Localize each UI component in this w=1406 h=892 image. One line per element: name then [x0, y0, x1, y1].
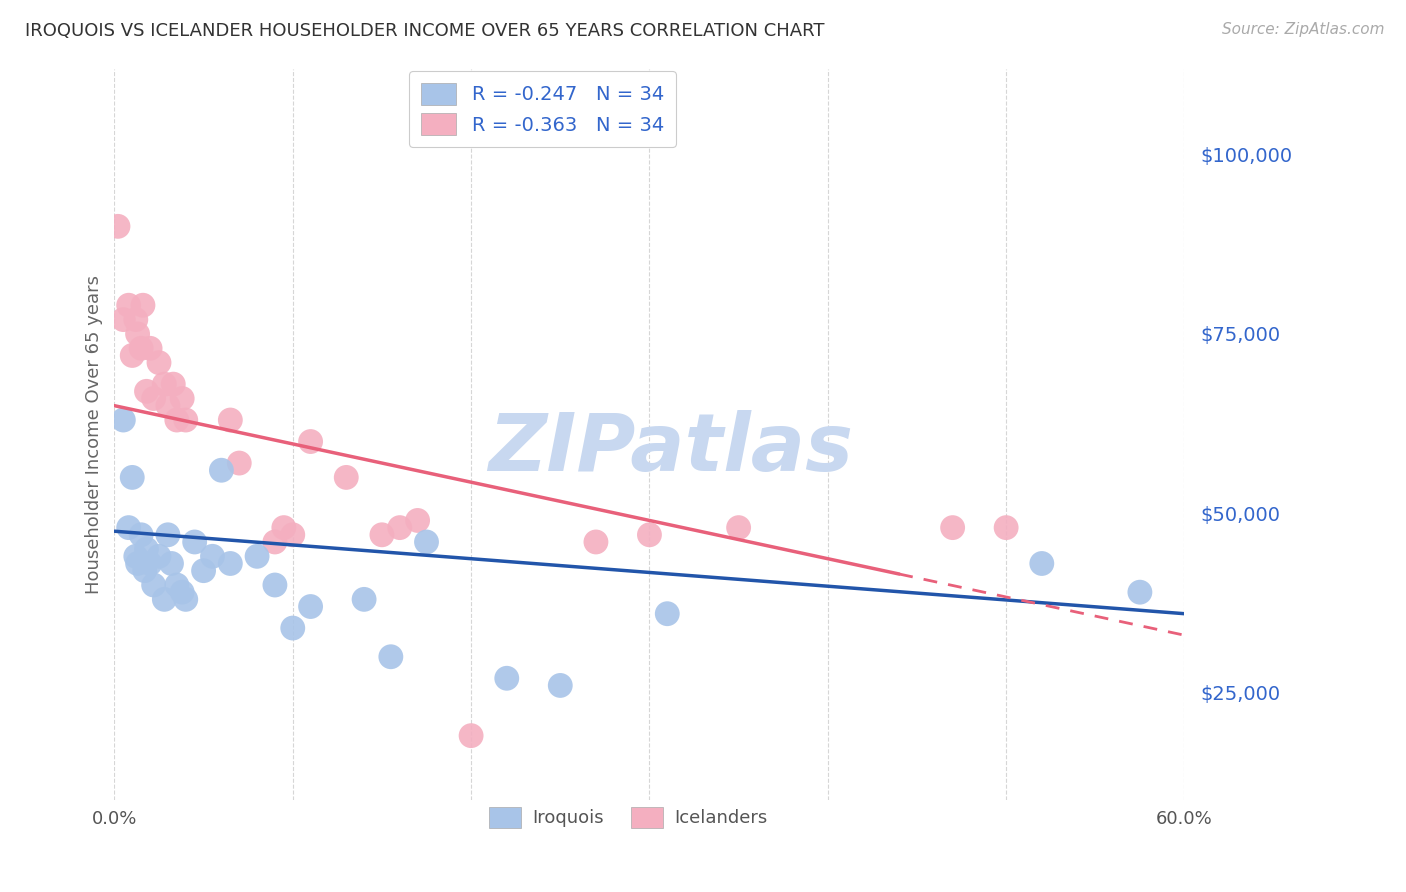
Point	[125, 312, 148, 326]
Point	[162, 377, 184, 392]
Y-axis label: Householder Income Over 65 years: Householder Income Over 65 years	[86, 275, 103, 594]
Point	[118, 521, 141, 535]
Point	[139, 341, 162, 355]
Point	[148, 356, 170, 370]
Point	[142, 392, 165, 406]
Point	[132, 298, 155, 312]
Point	[1129, 585, 1152, 599]
Point	[112, 413, 135, 427]
Point	[153, 592, 176, 607]
Point	[174, 592, 197, 607]
Point	[153, 377, 176, 392]
Point	[127, 557, 149, 571]
Point	[166, 578, 188, 592]
Point	[281, 528, 304, 542]
Point	[166, 413, 188, 427]
Point	[657, 607, 679, 621]
Point	[495, 671, 517, 685]
Point	[135, 384, 157, 399]
Point	[121, 348, 143, 362]
Point	[406, 513, 429, 527]
Point	[129, 528, 152, 542]
Point	[160, 557, 183, 571]
Point	[273, 521, 295, 535]
Point	[299, 599, 322, 614]
Point	[219, 557, 242, 571]
Point	[174, 413, 197, 427]
Point	[172, 392, 194, 406]
Point	[127, 326, 149, 341]
Point	[112, 312, 135, 326]
Point	[638, 528, 661, 542]
Point	[193, 564, 215, 578]
Point	[142, 578, 165, 592]
Point	[388, 521, 411, 535]
Point	[264, 578, 287, 592]
Point	[121, 470, 143, 484]
Point	[995, 521, 1018, 535]
Point	[281, 621, 304, 635]
Point	[156, 528, 179, 542]
Point	[264, 535, 287, 549]
Point	[183, 535, 205, 549]
Point	[942, 521, 965, 535]
Point	[118, 298, 141, 312]
Point	[172, 585, 194, 599]
Point	[135, 542, 157, 557]
Point	[139, 557, 162, 571]
Point	[415, 535, 437, 549]
Point	[727, 521, 749, 535]
Point	[156, 399, 179, 413]
Point	[125, 549, 148, 564]
Point	[585, 535, 607, 549]
Point	[219, 413, 242, 427]
Text: IROQUOIS VS ICELANDER HOUSEHOLDER INCOME OVER 65 YEARS CORRELATION CHART: IROQUOIS VS ICELANDER HOUSEHOLDER INCOME…	[25, 22, 825, 40]
Point	[209, 463, 232, 477]
Text: ZIPatlas: ZIPatlas	[488, 410, 853, 488]
Point	[371, 528, 394, 542]
Point	[548, 678, 571, 692]
Point	[148, 549, 170, 564]
Point	[460, 729, 482, 743]
Point	[380, 649, 402, 664]
Point	[228, 456, 250, 470]
Point	[1031, 557, 1053, 571]
Point	[201, 549, 224, 564]
Text: Source: ZipAtlas.com: Source: ZipAtlas.com	[1222, 22, 1385, 37]
Legend: Iroquois, Icelanders: Iroquois, Icelanders	[481, 800, 775, 835]
Point	[246, 549, 269, 564]
Point	[353, 592, 375, 607]
Point	[299, 434, 322, 449]
Point	[335, 470, 357, 484]
Point	[129, 341, 152, 355]
Point	[107, 219, 129, 234]
Point	[134, 564, 156, 578]
